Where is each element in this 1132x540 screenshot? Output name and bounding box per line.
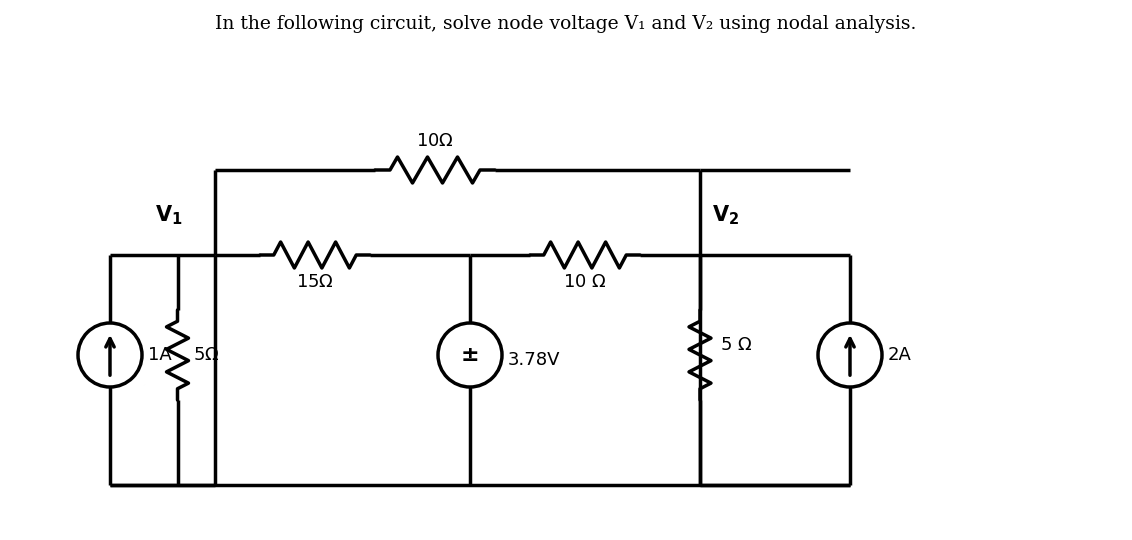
Text: 1A: 1A (148, 346, 172, 364)
Text: 2A: 2A (887, 346, 912, 364)
Text: 10$\Omega$: 10$\Omega$ (417, 132, 454, 150)
Text: $\mathbf{V_2}$: $\mathbf{V_2}$ (712, 204, 739, 227)
Text: 10 $\Omega$: 10 $\Omega$ (564, 273, 607, 291)
Text: 15$\Omega$: 15$\Omega$ (297, 273, 334, 291)
Text: $\mathbf{V_1}$: $\mathbf{V_1}$ (155, 204, 183, 227)
Text: 5 $\Omega$: 5 $\Omega$ (720, 336, 752, 354)
Text: 5$\Omega$: 5$\Omega$ (194, 346, 220, 364)
Text: ±: ± (461, 345, 479, 365)
Text: In the following circuit, solve node voltage V₁ and V₂ using nodal analysis.: In the following circuit, solve node vol… (215, 15, 917, 33)
Text: 3.78V: 3.78V (508, 351, 560, 369)
